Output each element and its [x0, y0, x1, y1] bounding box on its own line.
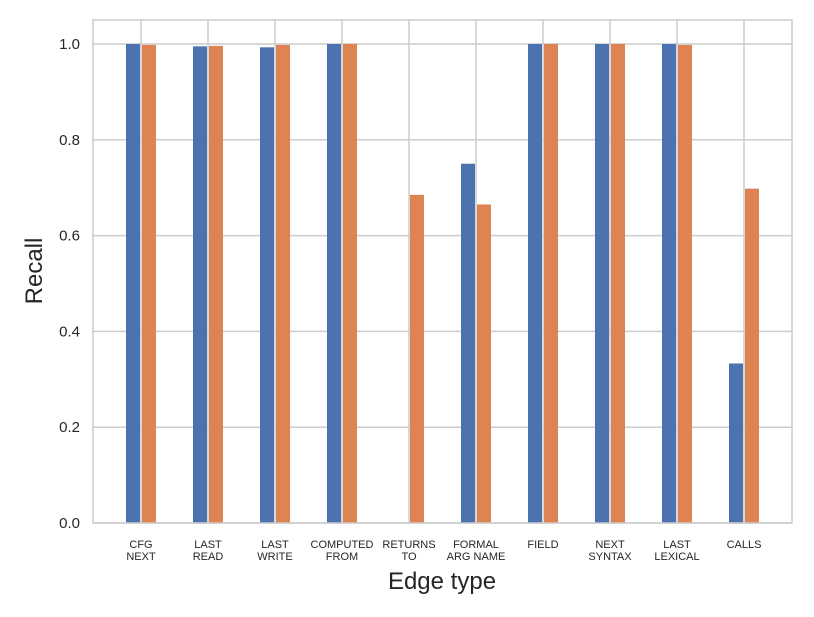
x-tick-label: LAST READ	[193, 539, 224, 563]
x-tick-label: NEXT SYNTAX	[588, 539, 632, 563]
x-axis-label: Edge type	[388, 568, 496, 595]
x-tick-label: CALLS	[727, 539, 762, 551]
x-tick-label: LAST WRITE	[257, 539, 292, 563]
bar-series-2	[477, 204, 491, 523]
bar-series-1	[528, 43, 542, 523]
x-tick-label: LAST LEXICAL	[654, 539, 699, 563]
bar-series-2	[745, 188, 759, 523]
bar-series-1	[729, 363, 743, 523]
bar-series-2	[209, 45, 223, 524]
bar-series-2	[544, 43, 558, 523]
y-tick-label: 0.4	[59, 323, 80, 340]
bar-series-1	[327, 43, 341, 523]
bar-series-1	[595, 43, 609, 523]
bar-series-2	[142, 44, 156, 524]
bar-series-1	[662, 43, 676, 523]
bar-series-1	[461, 163, 475, 523]
bar-series-1	[260, 47, 274, 523]
x-tick-label: FIELD	[527, 539, 558, 551]
bar-series-2	[410, 194, 424, 523]
bars	[126, 43, 759, 524]
y-tick-label: 0.8	[59, 132, 80, 149]
x-axis-ticks: CFG NEXT LAST READ LAST WRITE COMPUTED FROM RETU…	[126, 539, 761, 563]
y-axis-ticks: 0.0 0.2 0.4 0.6 0.8 1.0	[59, 36, 80, 532]
plot-frame	[92, 19, 793, 524]
y-tick-label: 1.0	[59, 36, 80, 53]
bar-series-2	[343, 43, 357, 523]
bar-series-2	[678, 44, 692, 524]
y-tick-label: 0.6	[59, 228, 80, 245]
x-tick-label: FORMAL ARG NAME	[447, 539, 506, 563]
bar-series-1	[126, 43, 140, 523]
bar-series-2	[276, 44, 290, 524]
bar-series-1	[193, 46, 207, 523]
y-tick-label: 0.0	[59, 515, 80, 532]
x-tick-label: RETURNS TO	[382, 539, 435, 563]
y-tick-label: 0.2	[59, 419, 80, 436]
bar-series-2	[611, 43, 625, 523]
x-tick-label: COMPUTED FROM	[311, 539, 374, 563]
y-axis-label: Recall	[21, 238, 48, 305]
x-tick-label: CFG NEXT	[126, 539, 156, 563]
